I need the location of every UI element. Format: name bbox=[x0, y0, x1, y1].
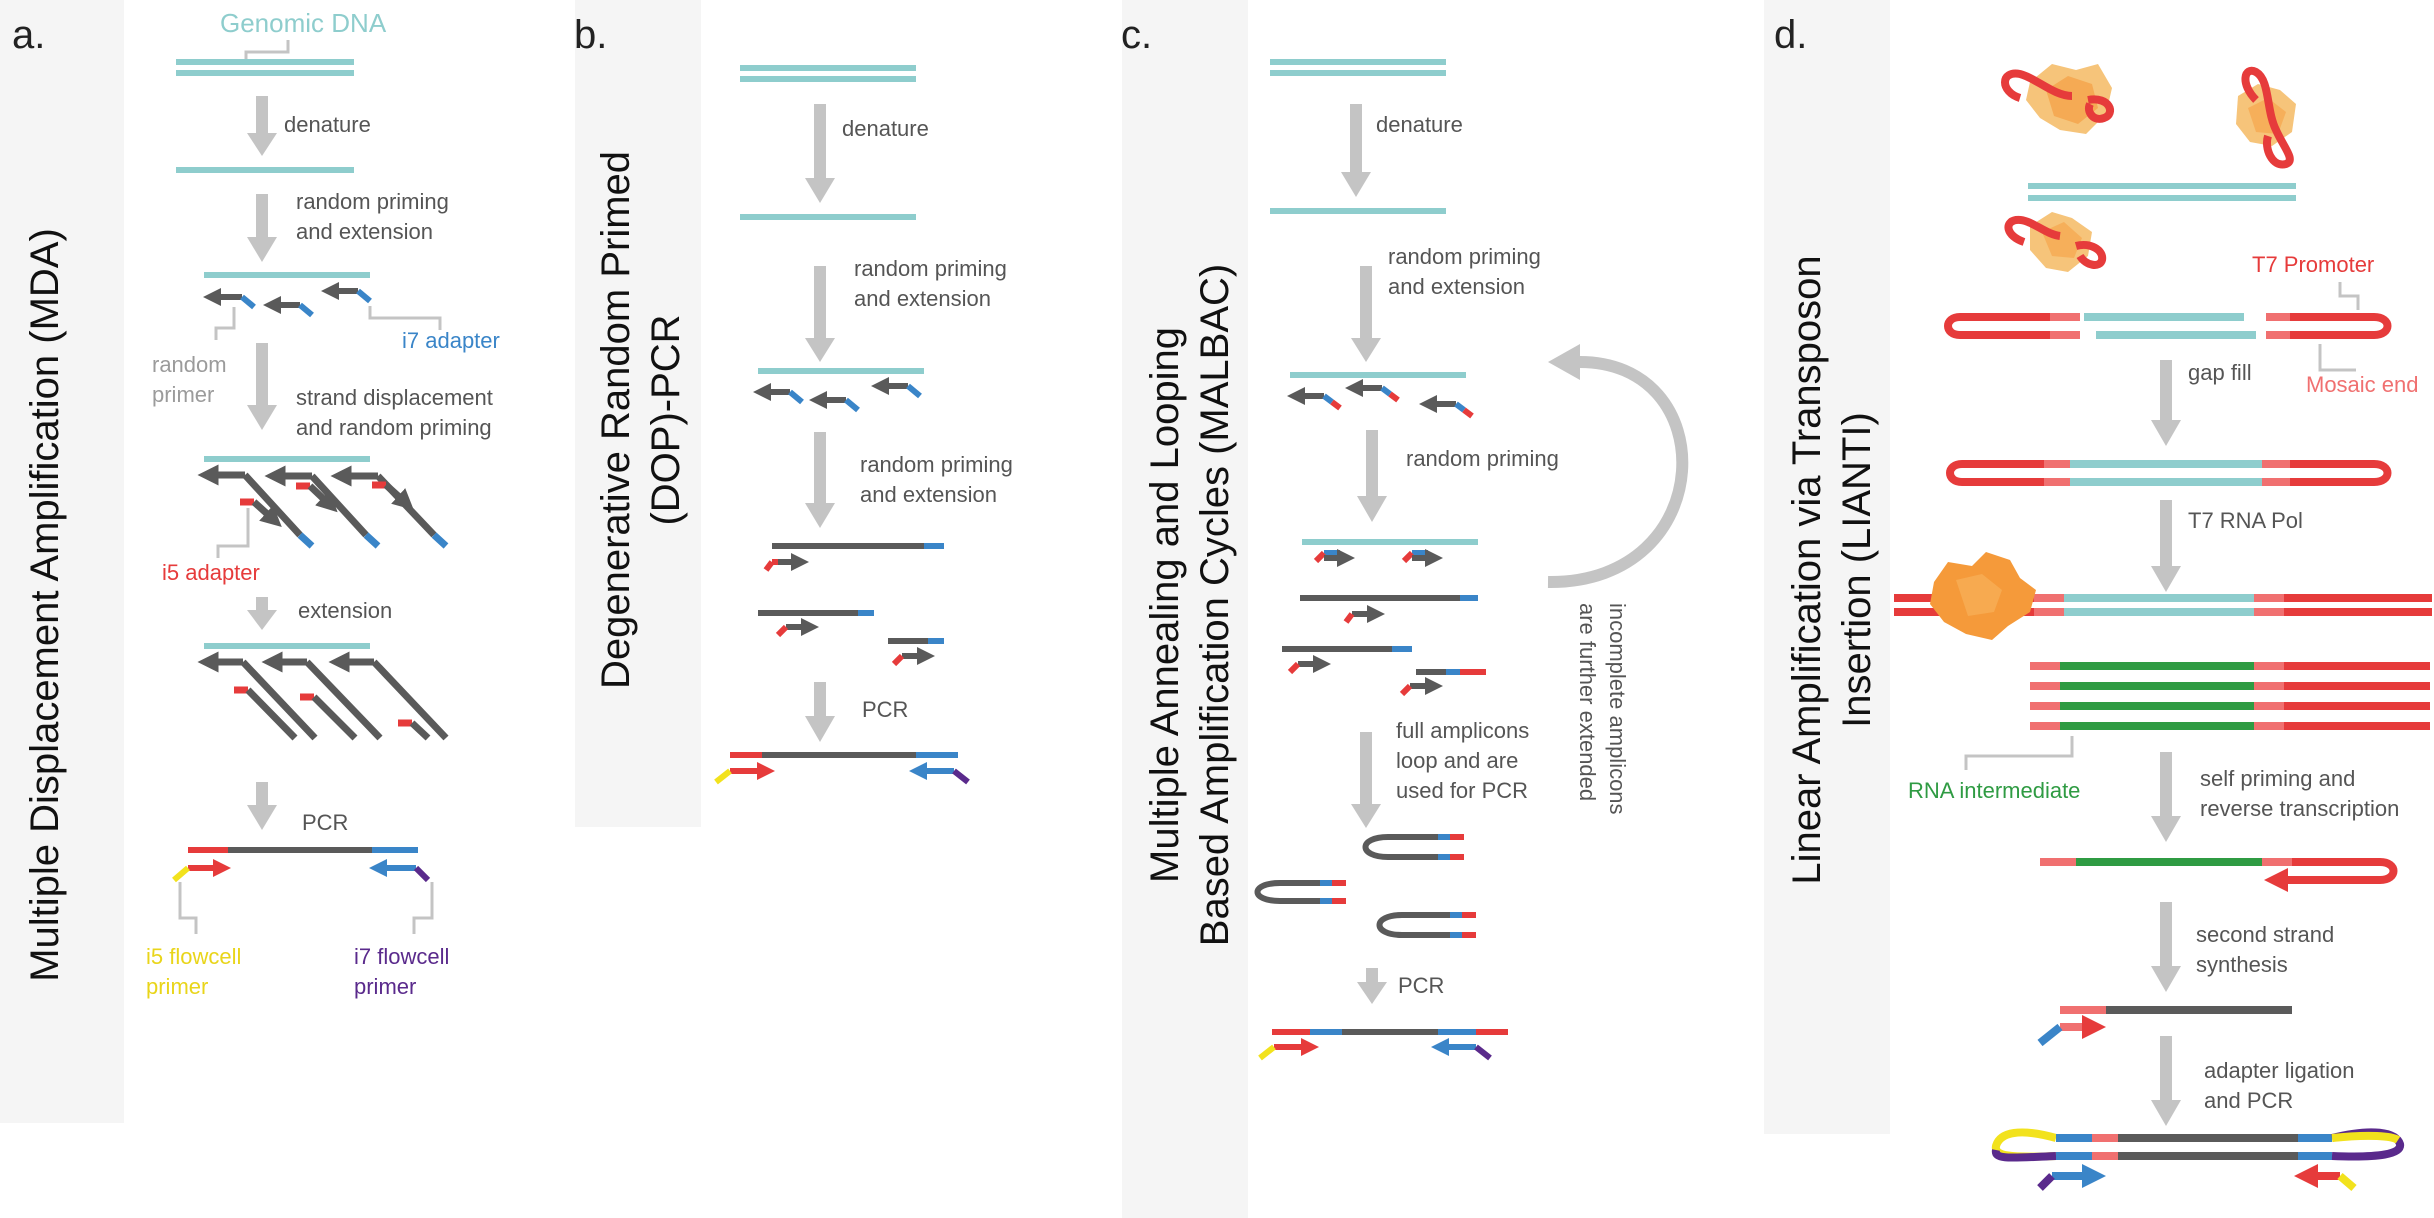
b-step-priming: random priming and extension bbox=[854, 256, 1007, 311]
panel-b-letter: b. bbox=[574, 13, 607, 57]
d-transposon-insertion bbox=[1944, 313, 2392, 339]
d-rna-transcripts bbox=[2030, 662, 2430, 730]
a-i5-leader bbox=[216, 508, 250, 558]
d-rna-intermediate-leader bbox=[1964, 736, 2074, 770]
d-step-second-strand: second strand synthesis bbox=[2196, 922, 2334, 977]
b-primers bbox=[753, 377, 922, 413]
panel-c: c. Multiple Annealing and Looping Based A… bbox=[1121, 0, 1689, 1218]
panel-b-title-band bbox=[575, 0, 701, 827]
b-step-priming-2: random priming and extension bbox=[860, 452, 1013, 507]
a-step-extension: extension bbox=[298, 598, 392, 623]
panel-c-letter: c. bbox=[1121, 13, 1152, 57]
d-gap-filled-construct bbox=[1946, 460, 2392, 486]
a-i5-flowcell-label: i5 flowcell primer bbox=[146, 944, 241, 999]
c-step-pcr: PCR bbox=[1398, 973, 1444, 998]
b-step-denature: denature bbox=[842, 116, 929, 141]
panel-d-title-band bbox=[1764, 0, 1890, 1134]
panel-a: a. Multiple Displacement Amplification (… bbox=[0, 0, 500, 1123]
panel-d-letter: d. bbox=[1774, 13, 1807, 57]
a-random-primer-label: random primer bbox=[152, 352, 227, 407]
c-note-incomplete: incomplete ampliconsare further extended bbox=[1575, 603, 1630, 815]
process-arrow-icon bbox=[805, 432, 835, 528]
panel-b: b. Degenerative Random Primed (DOP)-PCR d… bbox=[574, 0, 1013, 827]
genomic-dna-leader bbox=[244, 40, 290, 64]
a-pcr-product bbox=[172, 847, 431, 883]
panel-d-title: Linear Amplification via Transposon Inser… bbox=[1785, 255, 1879, 884]
transposome-icon bbox=[2004, 212, 2107, 272]
d-final-library bbox=[1991, 1128, 2404, 1192]
process-arrow-icon bbox=[2151, 902, 2181, 992]
c-step-denature: denature bbox=[1376, 112, 1463, 137]
a-primers-row1 bbox=[203, 282, 372, 318]
process-arrow-icon bbox=[1357, 968, 1387, 1004]
d-mosaic-end-label: Mosaic end bbox=[2306, 372, 2419, 397]
process-arrow-icon bbox=[247, 343, 277, 430]
process-arrow-icon bbox=[1351, 266, 1381, 362]
b-step-pcr: PCR bbox=[862, 697, 908, 722]
a-step-strand-displacement: strand displacement and random priming bbox=[296, 385, 493, 440]
t7-rna-polymerase-icon bbox=[1930, 552, 2036, 640]
b-pcr-product bbox=[714, 752, 970, 785]
a-random-primer-leader bbox=[214, 307, 236, 340]
d-step-adapter-ligation: adapter ligation and PCR bbox=[2204, 1058, 2354, 1113]
process-arrow-icon bbox=[2151, 500, 2181, 592]
genomic-dna-label: Genomic DNA bbox=[220, 8, 387, 38]
process-arrow-icon bbox=[1341, 104, 1371, 197]
process-arrow-icon bbox=[247, 96, 277, 156]
c-looped-amplicons bbox=[1254, 834, 1476, 938]
process-arrow-icon bbox=[247, 782, 277, 830]
process-arrow-icon bbox=[247, 194, 277, 262]
a-extended-strands bbox=[197, 651, 449, 741]
c-step-random-priming: random priming bbox=[1406, 446, 1559, 471]
d-second-strand-product bbox=[2037, 1006, 2292, 1047]
d-step-gap-fill: gap fill bbox=[2188, 360, 2252, 385]
b-extended-products bbox=[758, 543, 944, 667]
a-displaced-strands bbox=[197, 464, 449, 549]
a-i7-leader bbox=[368, 306, 442, 330]
panel-a-title-band bbox=[0, 0, 124, 1123]
d-step-self-priming: self priming and reverse transcription bbox=[2200, 766, 2399, 821]
transposome-icon bbox=[2001, 64, 2114, 134]
panel-c-title: Multiple Annealing and Looping Based Ampl… bbox=[1143, 264, 1237, 946]
process-arrow-icon bbox=[2151, 1036, 2181, 1126]
process-arrow-icon bbox=[805, 266, 835, 362]
c-primers bbox=[1287, 379, 1474, 419]
a-i7-adapter-label: i7 adapter bbox=[402, 328, 500, 353]
process-arrow-icon bbox=[805, 104, 835, 203]
process-arrow-icon bbox=[805, 682, 835, 742]
a-i7-flowcell-leader bbox=[412, 882, 434, 934]
c-step-loop: full amplicons loop and are used for PCR bbox=[1396, 718, 1529, 803]
c-step-priming: random priming and extension bbox=[1388, 244, 1541, 299]
d-reverse-transcription bbox=[2040, 858, 2398, 892]
panel-c-title-band bbox=[1122, 0, 1248, 1218]
curved-return-arrow-icon bbox=[1547, 344, 1689, 589]
panel-d: d. Linear Amplification via Transposon In… bbox=[1764, 0, 2432, 1192]
panel-a-letter: a. bbox=[12, 13, 45, 57]
transposome-icon bbox=[2236, 66, 2296, 169]
d-mosaic-end-leader bbox=[2318, 344, 2356, 372]
process-arrow-icon bbox=[247, 597, 277, 630]
c-amplicons bbox=[1282, 549, 1486, 697]
process-arrow-icon bbox=[1351, 732, 1381, 828]
c-pcr-product bbox=[1258, 1029, 1508, 1061]
a-step-priming: random priming and extension bbox=[296, 189, 449, 244]
a-i7-flowcell-label: i7 flowcell primer bbox=[354, 944, 449, 999]
a-i5-flowcell-leader bbox=[178, 882, 198, 934]
process-arrow-icon bbox=[2151, 360, 2181, 446]
d-t7-promoter-label: T7 Promoter bbox=[2252, 252, 2374, 277]
panel-b-title: Degenerative Random Primed (DOP)-PCR bbox=[594, 151, 688, 689]
process-arrow-icon bbox=[2151, 752, 2181, 842]
a-i5-adapter-label: i5 adapter bbox=[162, 560, 260, 585]
process-arrow-icon bbox=[1357, 430, 1387, 522]
d-t7-promoter-leader bbox=[2338, 282, 2360, 310]
panel-a-title: Multiple Displacement Amplification (MDA… bbox=[23, 228, 67, 982]
a-step-pcr: PCR bbox=[302, 810, 348, 835]
a-step-denature: denature bbox=[284, 112, 371, 137]
d-rna-intermediate-label: RNA intermediate bbox=[1908, 778, 2080, 803]
d-step-t7-rna-pol: T7 RNA Pol bbox=[2188, 508, 2303, 533]
